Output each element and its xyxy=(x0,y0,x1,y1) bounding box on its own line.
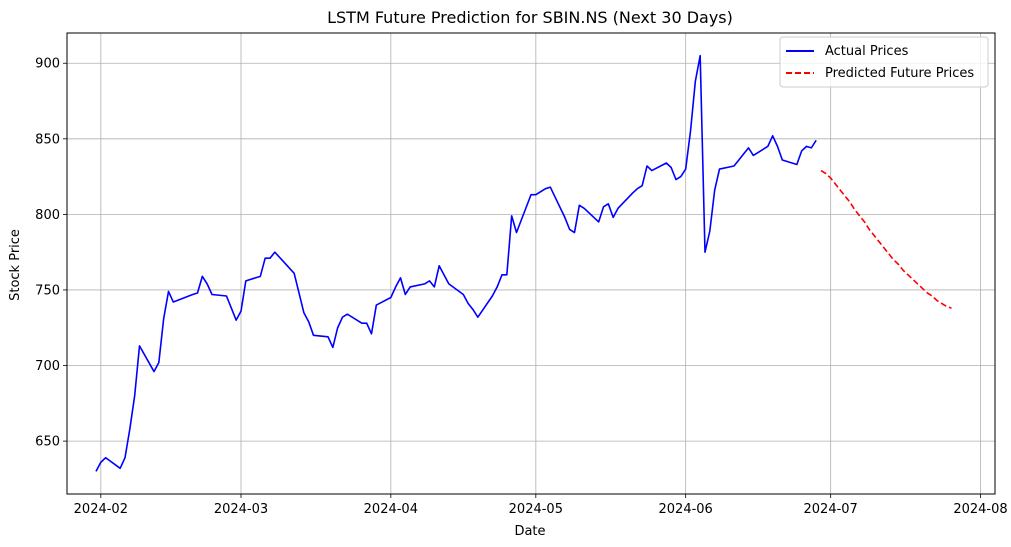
tick-layer: 2024-02 2024-03 2024-04 2024-05 2024-06 2024-… xyxy=(35,57,1007,517)
y-tick-label: 800 xyxy=(35,208,60,223)
x-tick-label: 2024-08 xyxy=(953,502,1007,517)
legend-label-actual: Actual Prices xyxy=(825,44,909,59)
legend-label-predicted: Predicted Future Prices xyxy=(825,66,974,81)
y-tick-label: 650 xyxy=(35,435,60,450)
x-axis-title: Date xyxy=(514,524,545,539)
series-line-predicted-future-prices xyxy=(820,169,952,309)
series-layer xyxy=(95,54,952,472)
y-tick-label: 750 xyxy=(35,283,60,298)
y-tick-label: 900 xyxy=(35,57,60,72)
plot-frame xyxy=(66,32,996,495)
y-axis-title: Stock Price xyxy=(8,229,23,301)
x-tick-label: 2024-05 xyxy=(509,502,563,517)
y-tick-label: 850 xyxy=(35,132,60,147)
y-tick-label: 700 xyxy=(35,359,60,374)
legend: Actual Prices Predicted Future Prices xyxy=(779,36,989,88)
grid-layer xyxy=(67,33,995,494)
x-tick-label: 2024-04 xyxy=(364,502,418,517)
x-tick-label: 2024-07 xyxy=(804,502,858,517)
x-tick-label: 2024-03 xyxy=(214,502,268,517)
x-tick-label: 2024-06 xyxy=(659,502,713,517)
chart-title: LSTM Future Prediction for SBIN.NS (Next… xyxy=(327,8,733,27)
x-tick-label: 2024-02 xyxy=(74,502,128,517)
legend-box xyxy=(779,36,989,88)
series-line-actual-prices xyxy=(95,54,817,472)
